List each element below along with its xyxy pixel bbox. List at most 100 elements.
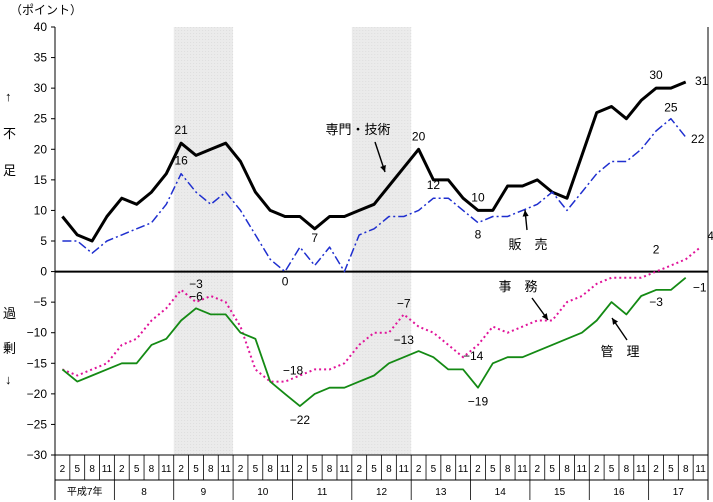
x-year-label: 平成7年: [67, 485, 103, 498]
y-tick-label: 35: [34, 51, 48, 65]
data-label: 0: [282, 275, 289, 289]
y-tick-label: 40: [34, 20, 48, 34]
x-year-label: 14: [495, 487, 507, 498]
data-label: 22: [691, 132, 705, 146]
shaded-periods: [173, 27, 412, 455]
x-month-label: 5: [312, 464, 318, 475]
x-month-label: 5: [74, 464, 80, 475]
y-axis: 40 35 30 25 20 15 10 5 0 −5 −10 −15 −20 −25 −30: [27, 20, 55, 462]
y-label-upper-char-2: 足: [3, 163, 16, 178]
data-label: −3: [189, 277, 203, 291]
data-label: 8: [475, 228, 482, 242]
y-tick-label: 30: [34, 81, 48, 95]
data-label: −19: [468, 395, 489, 409]
x-month-label: 8: [683, 464, 689, 475]
series-label-2: 事 務: [498, 279, 537, 294]
x-month-label: 8: [624, 464, 630, 475]
x-month-label: 11: [339, 464, 350, 475]
y-label-lower-char-1: 過: [3, 306, 16, 321]
x-month-label: 5: [134, 464, 140, 475]
x-month-label: 11: [161, 464, 172, 475]
series-label-0: 専門・技術: [325, 122, 390, 137]
x-month-label: 11: [517, 464, 528, 475]
x-month-label: 2: [297, 464, 303, 475]
series-label-arrowhead: [380, 165, 386, 172]
y-label-upper-char-1: 不: [3, 126, 16, 141]
x-month-label: 5: [609, 464, 615, 475]
series-label-arrowhead: [612, 318, 619, 325]
data-label: 30: [649, 68, 663, 82]
x-year-label: 12: [376, 487, 388, 498]
y-label-lower-char-2: 剰: [3, 341, 16, 356]
y-tick-label: −10: [27, 326, 48, 340]
x-year-label: 16: [613, 487, 625, 498]
x-month-label: 11: [399, 464, 410, 475]
data-label: 16: [174, 154, 188, 168]
data-label: −7: [397, 296, 411, 310]
data-label: −3: [649, 295, 663, 309]
x-month-label: 11: [636, 464, 647, 475]
series-line-1: [62, 117, 687, 273]
series-line-0: [61, 80, 687, 243]
x-axis: 2 5 8 11 2 5 8 11 2 5 8 11 2 5 8 11 2 5 8 11 2 5 8 11 2 5 8 11 2 5 8 11…: [54, 455, 709, 500]
x-month-label: 8: [327, 464, 333, 475]
x-month-label: 5: [431, 464, 437, 475]
data-label: −1: [693, 281, 707, 295]
x-month-label: 11: [280, 464, 291, 475]
x-month-label: 11: [577, 464, 588, 475]
y-label-upper-arrow: ↑: [5, 89, 12, 104]
data-label: 4: [707, 229, 713, 243]
x-month-label: 5: [371, 464, 377, 475]
series-line-3: [61, 277, 687, 408]
data-label: 12: [427, 178, 441, 192]
x-month-label: 11: [458, 464, 469, 475]
x-year-label: 17: [673, 487, 685, 498]
data-label: −14: [463, 349, 484, 363]
data-label: 10: [471, 190, 485, 204]
series-line-2: [62, 246, 702, 383]
x-year-label: 13: [435, 487, 447, 498]
data-label: 25: [664, 101, 678, 115]
x-month-label: 8: [267, 464, 273, 475]
x-month-label: 11: [102, 464, 113, 475]
y-tick-label: 5: [40, 234, 47, 248]
x-month-label: 2: [653, 464, 659, 475]
x-month-label: 8: [564, 464, 570, 475]
x-year-label: 15: [554, 487, 566, 498]
x-month-label: 2: [594, 464, 600, 475]
y-tick-label: −30: [27, 448, 48, 462]
y-tick-label: −20: [27, 387, 48, 401]
data-label: 21: [174, 123, 188, 137]
y-tick-label: −25: [27, 417, 48, 431]
shaded-period-0: [173, 27, 234, 455]
x-month-label: 8: [386, 464, 392, 475]
x-month-label: 2: [238, 464, 244, 475]
y-tick-label: 0: [40, 265, 47, 279]
series-labels: 専門・技術販 売事 務管 理: [325, 122, 639, 359]
x-month-label: 2: [178, 464, 184, 475]
y-tick-label: 15: [34, 173, 48, 187]
x-month-label: 11: [220, 464, 231, 475]
x-month-label: 11: [695, 464, 706, 475]
x-year-label: 9: [201, 487, 207, 498]
x-month-label: 8: [149, 464, 155, 475]
data-label: 31: [695, 74, 709, 88]
series-lines: [61, 80, 702, 408]
x-month-label: 5: [253, 464, 259, 475]
x-month-label: 8: [505, 464, 511, 475]
data-label: 20: [412, 129, 426, 143]
y-tick-label: 20: [34, 142, 48, 156]
data-label: −6: [189, 289, 203, 303]
x-month-label: 2: [475, 464, 481, 475]
x-month-label: 2: [416, 464, 422, 475]
x-month-label: 2: [535, 464, 541, 475]
x-month-label: 2: [119, 464, 125, 475]
x-month-label: 2: [60, 464, 66, 475]
y-tick-label: 25: [34, 112, 48, 126]
x-month-label: 8: [89, 464, 95, 475]
x-month-label: 8: [446, 464, 452, 475]
shaded-period-1: [351, 27, 412, 455]
series-label-3: 管 理: [600, 344, 639, 359]
